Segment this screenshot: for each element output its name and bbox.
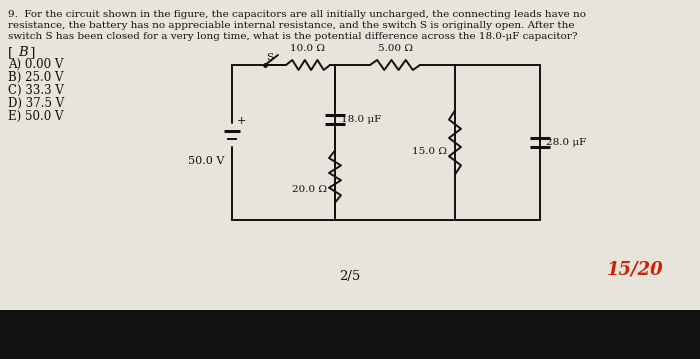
Text: switch S has been closed for a very long time, what is the potential difference : switch S has been closed for a very long… xyxy=(8,32,578,41)
Text: E) 50.0 V: E) 50.0 V xyxy=(8,110,64,123)
Text: A) 0.00 V: A) 0.00 V xyxy=(8,58,64,71)
Text: ]: ] xyxy=(26,46,36,59)
Text: 50.0 V: 50.0 V xyxy=(188,157,224,167)
Text: B: B xyxy=(18,46,28,59)
Text: B) 25.0 V: B) 25.0 V xyxy=(8,71,64,84)
Text: +: + xyxy=(237,116,246,126)
Text: 5.00 Ω: 5.00 Ω xyxy=(377,44,412,53)
Text: 15.0 Ω: 15.0 Ω xyxy=(412,146,447,155)
Text: 9.  For the circuit shown in the figure, the capacitors are all initially unchar: 9. For the circuit shown in the figure, … xyxy=(8,10,586,19)
Text: D) 37.5 V: D) 37.5 V xyxy=(8,97,64,110)
Text: resistance, the battery has no appreciable internal resistance, and the switch S: resistance, the battery has no appreciab… xyxy=(8,21,575,30)
Text: 10.0 Ω: 10.0 Ω xyxy=(290,44,326,53)
Text: 2/5: 2/5 xyxy=(340,270,360,283)
Text: 20.0 Ω: 20.0 Ω xyxy=(292,185,327,194)
Text: C) 33.3 V: C) 33.3 V xyxy=(8,84,64,97)
Text: 15/20: 15/20 xyxy=(607,260,664,278)
Bar xyxy=(0,310,700,359)
Text: 28.0 μF: 28.0 μF xyxy=(546,138,587,147)
Text: S: S xyxy=(267,53,274,62)
Text: [: [ xyxy=(8,46,18,59)
Bar xyxy=(0,0,700,310)
Text: 18.0 μF: 18.0 μF xyxy=(341,115,382,124)
